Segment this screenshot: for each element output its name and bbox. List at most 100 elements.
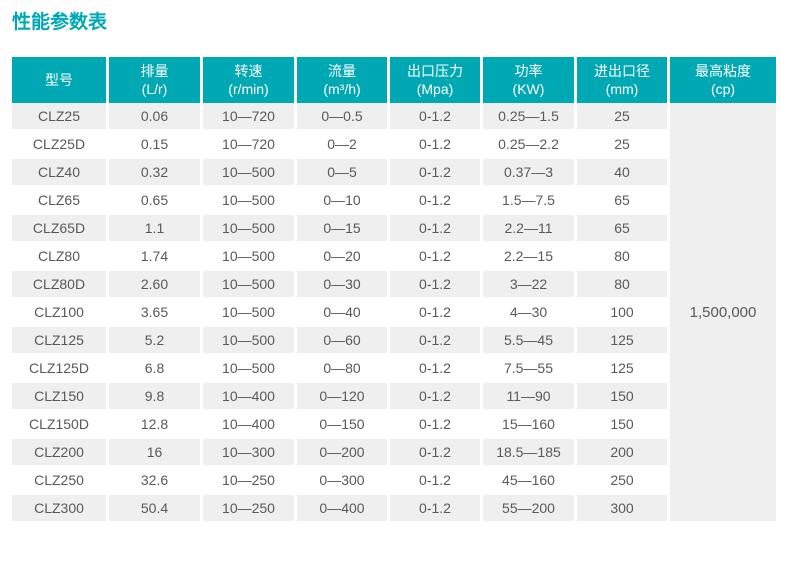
value-cell: 0-1.2 xyxy=(390,411,483,439)
value-cell: 80 xyxy=(577,243,670,271)
value-cell: 10—400 xyxy=(203,383,297,411)
column-header-unit: (L/r) xyxy=(141,81,168,97)
value-cell: 32.6 xyxy=(109,467,203,495)
column-header-2: 排量 (L/r) xyxy=(109,57,203,103)
value-cell: 10—500 xyxy=(203,187,297,215)
model-cell: CLZ40 xyxy=(12,159,109,187)
value-cell: 10—300 xyxy=(203,439,297,467)
value-cell: 0—300 xyxy=(297,467,390,495)
max-viscosity-cell: 1,500,000 xyxy=(670,103,776,523)
value-cell: 1.1 xyxy=(109,215,203,243)
value-cell: 4—30 xyxy=(483,299,577,327)
column-header-unit: (Mpa) xyxy=(416,81,454,97)
column-header-label: 最高粘度 xyxy=(695,63,751,79)
table-row: CLZ250 32.6 10—250 0—300 0-1.2 45—160 250 xyxy=(12,467,776,495)
column-header-4: 流量 (m³/h) xyxy=(297,57,390,103)
value-cell: 0-1.2 xyxy=(390,495,483,523)
value-cell: 0.25—1.5 xyxy=(483,103,577,131)
value-cell: 0—2 xyxy=(297,131,390,159)
value-cell: 0—10 xyxy=(297,187,390,215)
value-cell: 10—500 xyxy=(203,327,297,355)
value-cell: 0.15 xyxy=(109,131,203,159)
value-cell: 0-1.2 xyxy=(390,327,483,355)
value-cell: 1.74 xyxy=(109,243,203,271)
table-row: CLZ125 5.2 10—500 0—60 0-1.2 5.5—45 125 xyxy=(12,327,776,355)
column-header-label: 型号 xyxy=(45,72,73,88)
value-cell: 10—720 xyxy=(203,103,297,131)
value-cell: 0-1.2 xyxy=(390,131,483,159)
column-header-unit: (cp) xyxy=(710,81,736,97)
value-cell: 0—15 xyxy=(297,215,390,243)
value-cell: 0-1.2 xyxy=(390,159,483,187)
value-cell: 25 xyxy=(577,103,670,131)
value-cell: 5.5—45 xyxy=(483,327,577,355)
model-cell: CLZ150 xyxy=(12,383,109,411)
value-cell: 10—250 xyxy=(203,467,297,495)
table-row: CLZ125D 6.8 10—500 0—80 0-1.2 7.5—55 125 xyxy=(12,355,776,383)
column-header-label: 流量 xyxy=(328,63,356,79)
column-header-1: 型号 xyxy=(12,57,109,103)
column-header-unit: (mm) xyxy=(605,81,639,97)
value-cell: 0-1.2 xyxy=(390,439,483,467)
column-header-unit: (r/min) xyxy=(228,81,269,97)
value-cell: 3.65 xyxy=(109,299,203,327)
value-cell: 55—200 xyxy=(483,495,577,523)
model-cell: CLZ250 xyxy=(12,467,109,495)
value-cell: 0—150 xyxy=(297,411,390,439)
value-cell: 150 xyxy=(577,411,670,439)
value-cell: 150 xyxy=(577,383,670,411)
value-cell: 2.2—11 xyxy=(483,215,577,243)
value-cell: 0—30 xyxy=(297,271,390,299)
value-cell: 6.8 xyxy=(109,355,203,383)
value-cell: 10—500 xyxy=(203,243,297,271)
value-cell: 100 xyxy=(577,299,670,327)
value-cell: 0—400 xyxy=(297,495,390,523)
value-cell: 0-1.2 xyxy=(390,299,483,327)
value-cell: 50.4 xyxy=(109,495,203,523)
table-row: CLZ100 3.65 10—500 0—40 0-1.2 4—30 100 xyxy=(12,299,776,327)
value-cell: 10—500 xyxy=(203,159,297,187)
column-header-5: 出口压力 (Mpa) xyxy=(390,57,483,103)
value-cell: 0.32 xyxy=(109,159,203,187)
value-cell: 0-1.2 xyxy=(390,243,483,271)
value-cell: 0-1.2 xyxy=(390,215,483,243)
value-cell: 1.5—7.5 xyxy=(483,187,577,215)
value-cell: 300 xyxy=(577,495,670,523)
column-header-8: 最高粘度 (cp) xyxy=(670,57,776,103)
header-row: 型号 排量 (L/r) 转速 (r/min) 流量 (m³/h) 出口压力 (Mpa) 功率 (KW… xyxy=(12,57,776,103)
value-cell: 16 xyxy=(109,439,203,467)
table-row: CLZ80D 2.60 10—500 0—30 0-1.2 3—22 80 xyxy=(12,271,776,299)
value-cell: 11—90 xyxy=(483,383,577,411)
value-cell: 0—0.5 xyxy=(297,103,390,131)
model-cell: CLZ80D xyxy=(12,271,109,299)
value-cell: 10—500 xyxy=(203,271,297,299)
model-cell: CLZ150D xyxy=(12,411,109,439)
value-cell: 10—500 xyxy=(203,215,297,243)
value-cell: 0-1.2 xyxy=(390,383,483,411)
table-row: CLZ40 0.32 10—500 0—5 0-1.2 0.37—3 40 xyxy=(12,159,776,187)
model-cell: CLZ125D xyxy=(12,355,109,383)
value-cell: 0.06 xyxy=(109,103,203,131)
table-row: CLZ80 1.74 10—500 0—20 0-1.2 2.2—15 80 xyxy=(12,243,776,271)
value-cell: 10—500 xyxy=(203,299,297,327)
value-cell: 0—80 xyxy=(297,355,390,383)
table-body: CLZ25 0.06 10—720 0—0.5 0-1.2 0.25—1.5 25 1,500… xyxy=(12,103,776,523)
table-row: CLZ150 9.8 10—400 0—120 0-1.2 11—90 150 xyxy=(12,383,776,411)
value-cell: 15—160 xyxy=(483,411,577,439)
value-cell: 250 xyxy=(577,467,670,495)
value-cell: 18.5—185 xyxy=(483,439,577,467)
value-cell: 0-1.2 xyxy=(390,187,483,215)
value-cell: 45—160 xyxy=(483,467,577,495)
value-cell: 5.2 xyxy=(109,327,203,355)
value-cell: 125 xyxy=(577,327,670,355)
performance-spec-table: 型号 排量 (L/r) 转速 (r/min) 流量 (m³/h) 出口压力 (Mpa) 功率 (KW… xyxy=(12,57,776,523)
model-cell: CLZ80 xyxy=(12,243,109,271)
model-cell: CLZ125 xyxy=(12,327,109,355)
value-cell: 0.37—3 xyxy=(483,159,577,187)
value-cell: 0-1.2 xyxy=(390,271,483,299)
column-header-label: 排量 xyxy=(140,63,169,79)
value-cell: 0.25—2.2 xyxy=(483,131,577,159)
value-cell: 0.65 xyxy=(109,187,203,215)
table-row: CLZ25 0.06 10—720 0—0.5 0-1.2 0.25—1.5 25 1,500… xyxy=(12,103,776,523)
